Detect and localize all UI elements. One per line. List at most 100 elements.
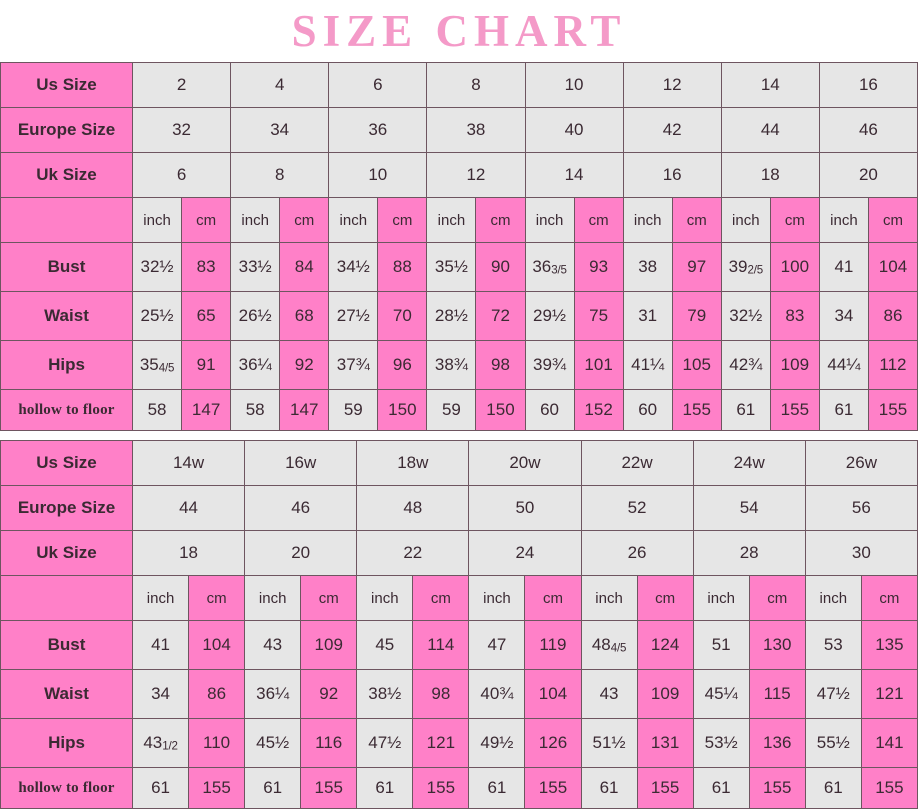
cell-uk-size-2: 10 (328, 152, 428, 198)
unit-inch-1: inch (230, 197, 281, 243)
cell-europe-size-5: 54 (692, 485, 806, 531)
us-size: Us Size 14w 16w 18w 20w 22w 24w 26w (0, 440, 918, 486)
row-label-units (0, 575, 133, 621)
row-label-uk-size: Uk Size (0, 152, 133, 198)
table-body-standard: Us Size 2 4 6 8 10 12 14 16 Europe Size 32 34 36 38 40… (0, 62, 918, 431)
cell-hollow-to-floor-inch-4: 61 (580, 767, 638, 809)
cell-bust-cm-0: 104 (188, 620, 246, 670)
cell-waist-cm-1: 68 (279, 291, 330, 341)
cell-hollow-to-floor-inch-1: 61 (244, 767, 302, 809)
cell-uk-size-3: 24 (468, 530, 582, 576)
cell-europe-size-4: 52 (580, 485, 694, 531)
row-label-units (0, 197, 133, 243)
cell-uk-size-5: 28 (692, 530, 806, 576)
cell-hips-inch-0: 354/5 (131, 340, 183, 390)
cell-europe-size-6: 56 (804, 485, 918, 531)
cell-bust-cm-3: 119 (524, 620, 582, 670)
cell-waist-inch-4: 29½ (524, 291, 575, 341)
cell-hollow-to-floor-inch-0: 61 (131, 767, 190, 809)
unit-cm-2: cm (377, 197, 428, 243)
cell-waist-inch-6: 47½ (804, 669, 862, 719)
cell-hollow-to-floor-inch-6: 61 (720, 389, 771, 431)
unit-inch-0: inch (131, 197, 183, 243)
cell-us-size-1: 16w (244, 440, 358, 486)
unit-inch-6: inch (804, 575, 862, 621)
cell-uk-size-6: 30 (804, 530, 918, 576)
cell-hollow-to-floor-cm-6: 155 (860, 767, 918, 809)
cell-hips-inch-4: 51½ (580, 718, 638, 768)
cell-bust-cm-7: 104 (867, 242, 918, 292)
cell-hips-inch-5: 41¼ (622, 340, 673, 390)
cell-bust-cm-6: 100 (769, 242, 820, 292)
row-label-bust: Bust (0, 242, 133, 292)
cell-hollow-to-floor-cm-0: 147 (181, 389, 232, 431)
cell-hollow-to-floor-cm-3: 150 (475, 389, 526, 431)
row-waist: Waist 34 86 36¼ 92 38½ 98 40¾ 104 43 109 45¼ 115 47½ 1… (0, 669, 918, 719)
size-table-plus: Us Size 14w 16w 18w 20w 22w 24w 26w Europe Size 4… (0, 440, 918, 809)
europe-size: Europe Size 44 46 48 50 52 54 56 (0, 485, 918, 531)
cell-waist-cm-2: 98 (412, 669, 470, 719)
unit-header-row: inch cm inch cm inch cm inch cm inch cm inch cm inch… (0, 575, 918, 621)
cell-waist-cm-2: 70 (377, 291, 428, 341)
cell-europe-size-1: 34 (230, 107, 330, 153)
cell-bust-inch-1: 33½ (230, 242, 281, 292)
table-divider (0, 431, 918, 440)
cell-waist-cm-7: 86 (867, 291, 918, 341)
cell-us-size-2: 6 (328, 62, 428, 108)
cell-waist-inch-4: 43 (580, 669, 638, 719)
cell-europe-size-3: 38 (426, 107, 526, 153)
cell-hips-inch-3: 49½ (468, 718, 526, 768)
cell-hollow-to-floor-cm-7: 155 (867, 389, 918, 431)
row-hollow-to-floor: hollow to floor 58 147 58 147 59 150 59 150 60 152… (0, 389, 918, 431)
cell-uk-size-7: 20 (818, 152, 918, 198)
cell-hips-cm-5: 105 (671, 340, 722, 390)
unit-cm-6: cm (860, 575, 918, 621)
cell-waist-inch-2: 27½ (328, 291, 379, 341)
cell-europe-size-2: 48 (356, 485, 470, 531)
cell-bust-inch-2: 45 (356, 620, 414, 670)
cell-bust-cm-1: 109 (300, 620, 358, 670)
cell-hollow-to-floor-inch-3: 59 (426, 389, 477, 431)
unit-inch-6: inch (720, 197, 771, 243)
cell-uk-size-4: 26 (580, 530, 694, 576)
uk-size: Uk Size 6 8 10 12 14 16 18 20 (0, 152, 918, 198)
cell-hips-cm-5: 136 (748, 718, 806, 768)
cell-us-size-0: 14w (131, 440, 246, 486)
unit-inch-4: inch (524, 197, 575, 243)
cell-hollow-to-floor-inch-2: 61 (356, 767, 414, 809)
cell-waist-cm-3: 104 (524, 669, 582, 719)
cell-europe-size-6: 44 (720, 107, 820, 153)
cell-hollow-to-floor-inch-2: 59 (328, 389, 379, 431)
cell-hips-cm-1: 92 (279, 340, 330, 390)
cell-hollow-to-floor-cm-2: 150 (377, 389, 428, 431)
cell-bust-inch-0: 32½ (131, 242, 183, 292)
cell-bust-inch-5: 51 (692, 620, 750, 670)
cell-us-size-4: 10 (524, 62, 624, 108)
cell-europe-size-0: 32 (131, 107, 232, 153)
unit-cm-0: cm (181, 197, 232, 243)
row-bust: Bust 32½ 83 33½ 84 34½ 88 35½ 90 363/5 93 38 97 392/5… (0, 242, 918, 292)
cell-hips-cm-0: 91 (181, 340, 232, 390)
cell-us-size-7: 16 (818, 62, 918, 108)
unit-inch-4: inch (580, 575, 638, 621)
cell-uk-size-1: 8 (230, 152, 330, 198)
cell-europe-size-1: 46 (244, 485, 358, 531)
cell-bust-inch-1: 43 (244, 620, 302, 670)
cell-bust-cm-4: 124 (636, 620, 694, 670)
row-label-hollow-to-floor: hollow to floor (0, 389, 133, 431)
cell-hips-inch-5: 53½ (692, 718, 750, 768)
cell-europe-size-7: 46 (818, 107, 918, 153)
unit-inch-1: inch (244, 575, 302, 621)
cell-hollow-to-floor-cm-2: 155 (412, 767, 470, 809)
row-label-europe-size: Europe Size (0, 107, 133, 153)
row-label-us-size: Us Size (0, 440, 133, 486)
cell-waist-cm-3: 72 (475, 291, 526, 341)
cell-hips-cm-4: 131 (636, 718, 694, 768)
unit-inch-5: inch (622, 197, 673, 243)
row-hollow-to-floor: hollow to floor 61 155 61 155 61 155 61 155 61 155… (0, 767, 918, 809)
cell-waist-cm-5: 115 (748, 669, 806, 719)
size-table-standard: Us Size 2 4 6 8 10 12 14 16 Europe Size 32 34 36 38 40… (0, 62, 918, 431)
cell-us-size-4: 22w (580, 440, 694, 486)
cell-us-size-1: 4 (230, 62, 330, 108)
cell-hollow-to-floor-inch-1: 58 (230, 389, 281, 431)
